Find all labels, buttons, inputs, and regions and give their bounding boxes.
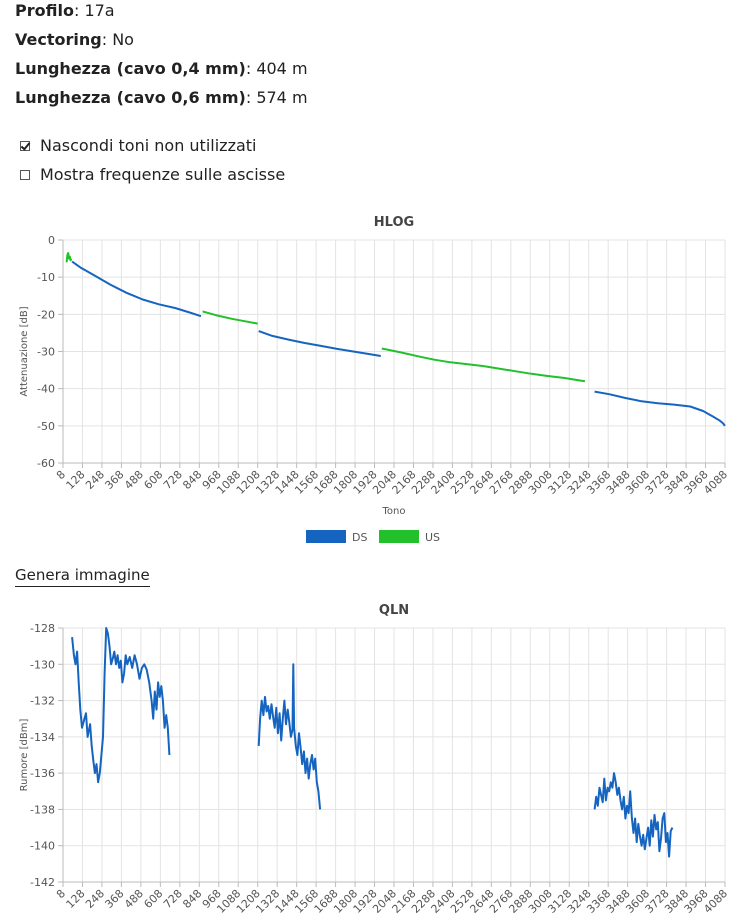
chart-title: HLOG — [374, 215, 414, 230]
series-line-us-2 — [202, 310, 258, 325]
x-tick-label: 728 — [161, 887, 185, 911]
show-frequencies-label: Mostra frequenze sulle ascisse — [40, 165, 286, 184]
series-line-ds-3 — [258, 330, 381, 357]
y-tick-label: -20 — [37, 308, 55, 321]
x-tick-label: 848 — [180, 887, 204, 911]
vectoring-value: No — [112, 30, 134, 49]
x-tick-label: 248 — [83, 468, 107, 492]
y-tick-label: -128 — [30, 622, 55, 635]
x-tick-label: 488 — [122, 468, 146, 492]
show-frequencies-checkbox[interactable] — [20, 169, 30, 180]
series-line-ds-0 — [71, 627, 171, 784]
length-04-row: Lunghezza (cavo 0,4 mm): 404 m — [15, 59, 308, 78]
qln-chart: QLN-128-130-132-134-136-138-140-14281282… — [19, 603, 730, 916]
hlog-chart: HLOG0-10-20-30-40-50-6081282483684886087… — [19, 215, 730, 544]
vectoring-row: Vectoring: No — [15, 30, 134, 49]
y-tick-label: -140 — [30, 840, 55, 853]
y-tick-label: -142 — [30, 876, 55, 889]
x-tick-label: 128 — [64, 887, 88, 911]
length-04-value: 404 m — [256, 59, 308, 78]
y-tick-label: -40 — [37, 383, 55, 396]
x-tick-label: 488 — [122, 887, 146, 911]
x-tick-label: 608 — [141, 887, 165, 911]
hide-unused-tones-checkbox[interactable] — [20, 140, 30, 151]
y-tick-label: -60 — [37, 457, 55, 470]
series-line-ds-2 — [593, 772, 674, 858]
x-tick-label: 368 — [102, 887, 126, 911]
length-06-value: 574 m — [256, 88, 308, 107]
y-tick-label: -132 — [30, 695, 55, 708]
hide-unused-tones-label: Nascondi toni non utilizzati — [40, 136, 257, 155]
y-tick-label: -130 — [30, 658, 55, 671]
series-line-ds-5 — [594, 390, 726, 427]
x-tick-label: 248 — [83, 887, 107, 911]
y-axis-label: Rumore [dBm] — [19, 719, 30, 792]
y-axis-label: Attenuazione [dB] — [19, 306, 30, 396]
legend-swatch-us[interactable] — [379, 530, 419, 543]
profilo-label: Profilo — [15, 1, 74, 20]
y-tick-label: -138 — [30, 803, 55, 816]
profilo-row: Profilo: 17a — [15, 1, 115, 20]
y-tick-label: -10 — [37, 271, 55, 284]
y-tick-label: -134 — [30, 731, 55, 744]
series-line-ds-1 — [257, 663, 322, 810]
length-06-label: Lunghezza (cavo 0,6 mm) — [15, 88, 246, 107]
hide-unused-tones-option[interactable]: Nascondi toni non utilizzati — [20, 131, 285, 160]
y-tick-label: 0 — [48, 234, 55, 247]
show-frequencies-option[interactable]: Mostra frequenze sulle ascisse — [20, 160, 285, 189]
generate-image-link[interactable]: Genera immagine — [15, 566, 150, 587]
x-tick-label: 608 — [141, 468, 165, 492]
x-tick-label: 728 — [161, 468, 185, 492]
x-axis-label: Tono — [382, 506, 406, 517]
legend-label-us: US — [425, 531, 440, 544]
x-tick-label: 128 — [64, 468, 88, 492]
legend-swatch-ds[interactable] — [306, 530, 346, 543]
y-tick-label: -136 — [30, 767, 55, 780]
length-04-label: Lunghezza (cavo 0,4 mm) — [15, 59, 246, 78]
legend-label-ds: DS — [352, 531, 367, 544]
length-06-row: Lunghezza (cavo 0,6 mm): 574 m — [15, 88, 308, 107]
y-tick-label: -50 — [37, 420, 55, 433]
chart-title: QLN — [379, 603, 409, 618]
chart-options: Nascondi toni non utilizzati Mostra freq… — [20, 131, 285, 189]
x-tick-label: 848 — [180, 468, 204, 492]
series-line-us-4 — [381, 347, 586, 383]
profilo-value: 17a — [84, 1, 115, 20]
y-tick-label: -30 — [37, 346, 55, 359]
series-line-ds-1 — [71, 260, 202, 318]
vectoring-label: Vectoring — [15, 30, 102, 49]
line-info: Profilo: 17a Vectoring: No Lunghezza (ca… — [15, 0, 308, 116]
x-tick-label: 368 — [102, 468, 126, 492]
series-line-us-0 — [65, 252, 73, 263]
